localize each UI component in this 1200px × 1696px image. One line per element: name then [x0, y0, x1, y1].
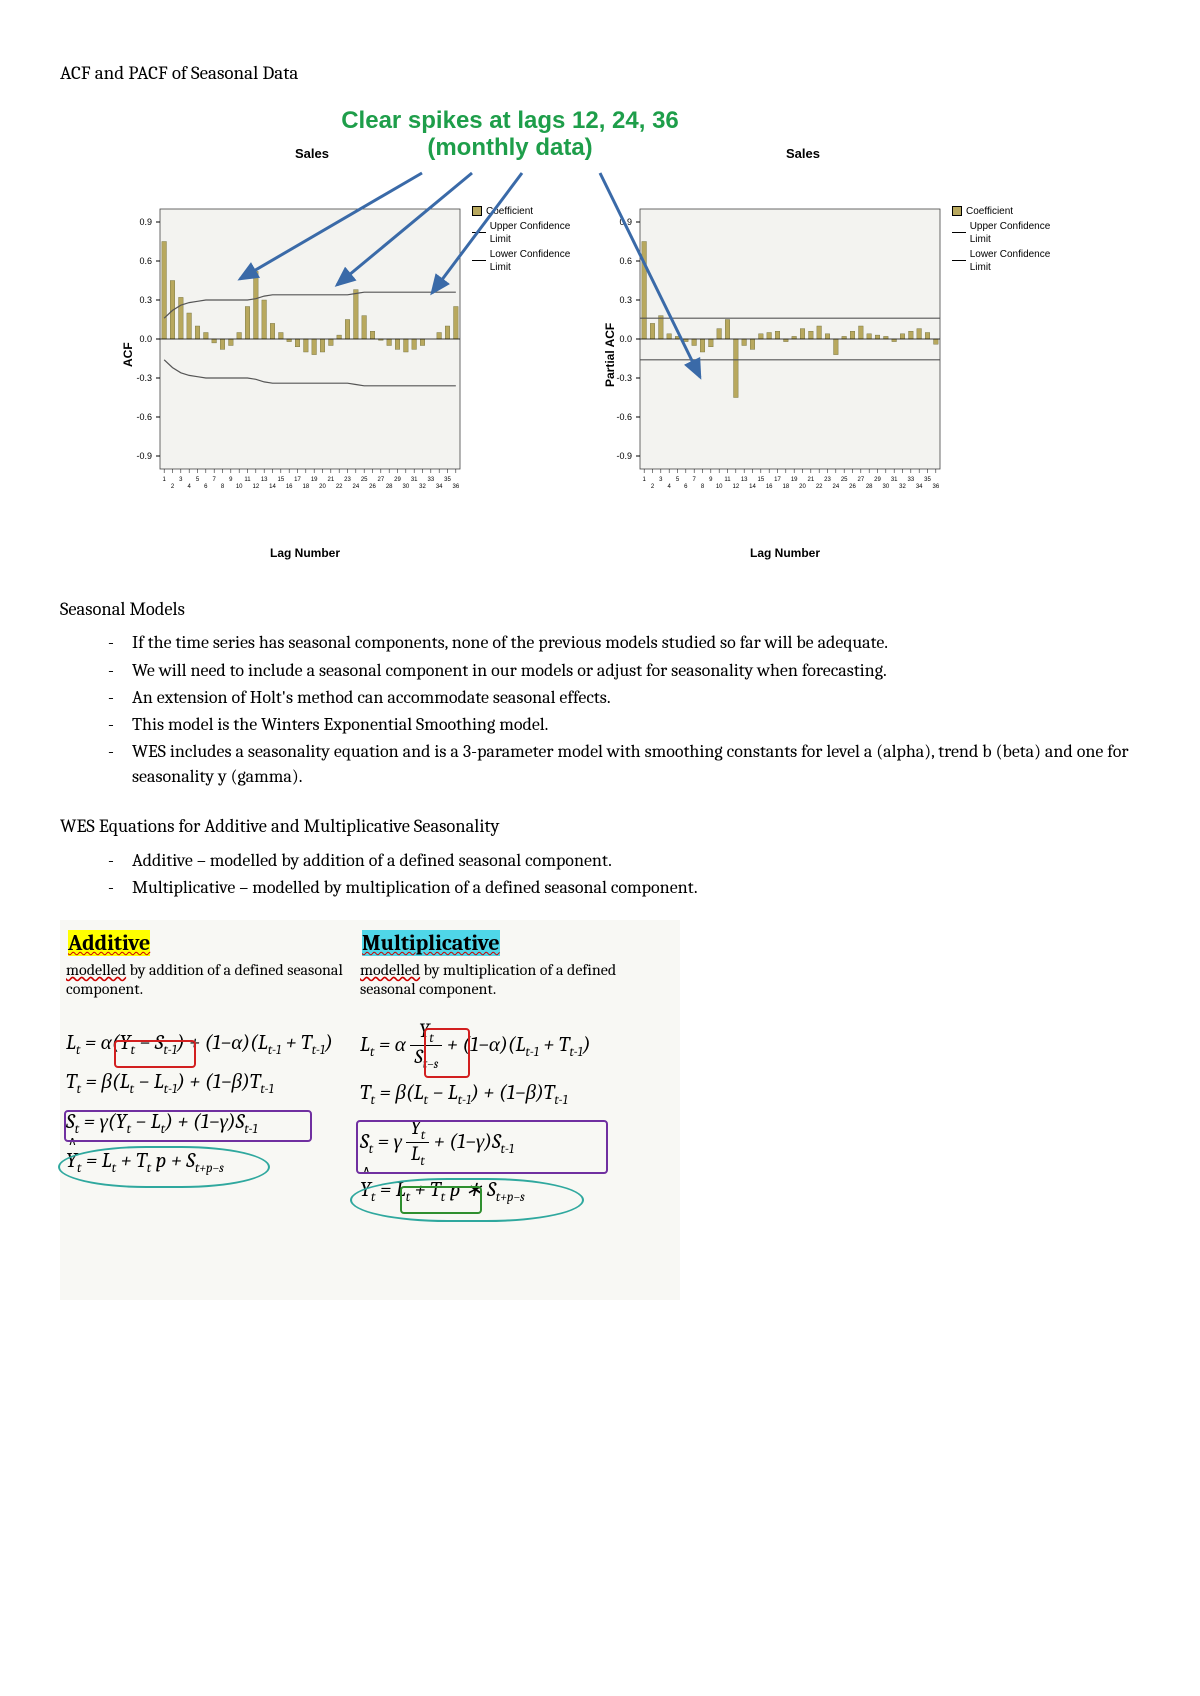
bullet-item: An extension of Holt's method can accomm…	[108, 685, 1140, 710]
bullet-item: If the time series has seasonal componen…	[108, 630, 1140, 655]
mult-title: Multiplicative	[360, 928, 502, 959]
additive-sub: modelled by addition of a defined season…	[66, 961, 366, 999]
box-red-mult	[424, 1028, 470, 1078]
multiplicative-column: Multiplicative modelled by multiplicatio…	[360, 928, 660, 1216]
additive-column: Additive modelled by addition of a defin…	[66, 928, 366, 1187]
bullet-item: WES includes a seasonality equation and …	[108, 739, 1140, 789]
box-purple-mult	[356, 1120, 608, 1174]
box-purple-add	[64, 1110, 312, 1142]
eq-add-T: Tt = β(Lt − Lt-1) + (1−β)Tt-1	[66, 1068, 366, 1099]
eq-mult-T: Tt = β(Lt − Lt-1) + (1−β)Tt-1	[360, 1079, 660, 1110]
box-red-add	[114, 1040, 196, 1068]
eq-add-L: Lt = α(Yt − St-1) + (1−α)(Lt-1 + Tt-1)	[66, 1029, 366, 1060]
heading-seasonal-models: Seasonal Models	[60, 597, 1140, 623]
mult-sub: modelled by multiplication of a defined …	[360, 961, 660, 999]
additive-title: Additive	[66, 928, 152, 959]
bullets-seasonal-models: If the time series has seasonal componen…	[60, 630, 1140, 789]
bullet-item: Multiplicative – modelled by multiplicat…	[108, 875, 1140, 900]
heading-acf-pacf: ACF and PACF of Seasonal Data	[60, 60, 1140, 87]
arrows-overlay	[60, 107, 1140, 567]
bullet-item: Additive – modelled by addition of a def…	[108, 848, 1140, 873]
chart-region: Clear spikes at lags 12, 24, 36 (monthly…	[60, 107, 1140, 567]
equations-region: Additive modelled by addition of a defin…	[60, 920, 680, 1300]
heading-wes-equations: WES Equations for Additive and Multiplic…	[60, 814, 1140, 840]
box-teal-add	[58, 1146, 270, 1188]
bullets-wes: Additive – modelled by addition of a def…	[60, 848, 1140, 900]
box-green-mult	[400, 1186, 482, 1214]
bullet-item: We will need to include a seasonal compo…	[108, 658, 1140, 683]
bullet-item: This model is the Winters Exponential Sm…	[108, 712, 1140, 737]
eq-mult-L: Lt = α YtSt−s + (1−α)(Lt-1 + Tt-1)	[360, 1021, 660, 1071]
